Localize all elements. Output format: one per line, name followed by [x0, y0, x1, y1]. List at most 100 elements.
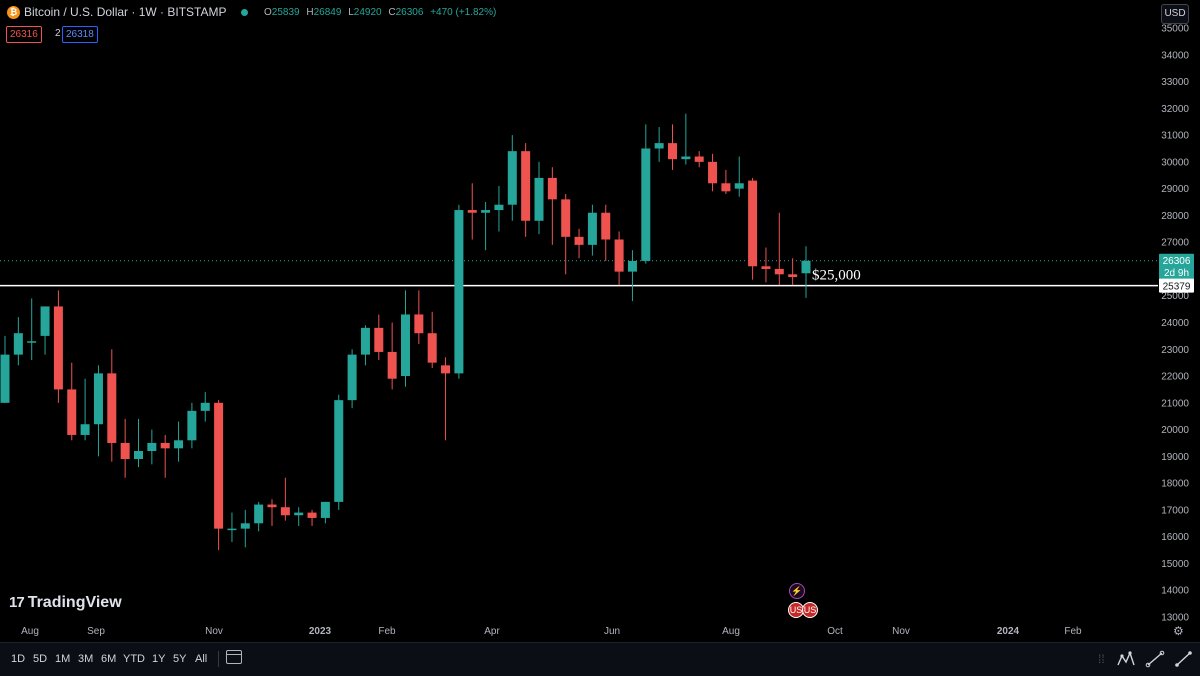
candle: [0, 354, 10, 403]
calendar-icon[interactable]: [226, 650, 242, 664]
candle: [360, 327, 370, 355]
candle: [801, 260, 811, 274]
candle: [13, 333, 23, 355]
candle: [294, 512, 304, 516]
pattern-tool-icon[interactable]: [1116, 650, 1136, 668]
level-price-tag: [1159, 278, 1194, 293]
range-3m-button[interactable]: 3M: [78, 653, 94, 665]
y-tick-label: 32000: [1161, 104, 1189, 115]
range-6m-button[interactable]: 6M: [101, 653, 117, 665]
candle: [587, 212, 597, 245]
toolbar-divider: [218, 651, 219, 667]
y-tick-label: 30000: [1161, 157, 1189, 168]
candle: [387, 351, 397, 379]
y-tick-label: 22000: [1161, 372, 1189, 383]
candle: [427, 333, 437, 363]
level-price-label: 25379: [1163, 282, 1191, 293]
close-label: C: [388, 7, 396, 18]
buy-button[interactable]: 26318: [62, 26, 98, 43]
candle: [574, 236, 584, 245]
brush-tool-icon[interactable]: [1174, 650, 1194, 668]
x-tick-label: Aug: [722, 626, 740, 637]
candle: [307, 512, 317, 518]
high-label: H: [306, 7, 314, 18]
y-tick-label: 18000: [1161, 479, 1189, 490]
candle: [280, 507, 290, 516]
candle: [320, 501, 330, 518]
bottom-toolbar: 1D 5D 1M 3M 6M YTD 1Y 5Y All ⁞⁞: [0, 642, 1200, 676]
candle: [174, 440, 184, 449]
candle: [214, 402, 224, 529]
y-tick-label: 15000: [1161, 559, 1189, 570]
last-price-label: 26306: [1163, 256, 1191, 267]
y-tick-label: 29000: [1161, 184, 1189, 195]
y-tick-label: 31000: [1161, 131, 1189, 142]
candle: [494, 204, 504, 211]
range-1y-button[interactable]: 1Y: [152, 653, 166, 665]
drag-handle-icon[interactable]: ⁞⁞: [1098, 652, 1105, 666]
y-tick-label: 25000: [1161, 291, 1189, 302]
x-tick-label: Jun: [604, 626, 620, 637]
currency-button[interactable]: USD: [1161, 4, 1189, 24]
us-flag-event-icon[interactable]: US: [802, 602, 818, 618]
low-label: L: [348, 7, 354, 18]
candle: [80, 424, 90, 435]
price-axis: [1158, 0, 1200, 642]
sell-button[interactable]: 26316: [6, 26, 42, 43]
level-annotation: $25,000: [812, 268, 861, 284]
y-tick-label: 28000: [1161, 211, 1189, 222]
candle: [734, 183, 744, 189]
gear-icon[interactable]: ⚙: [1173, 624, 1184, 638]
candle: [441, 365, 451, 374]
close-value: 26306: [395, 7, 424, 18]
x-tick-label: Oct: [827, 626, 843, 637]
range-all-button[interactable]: All: [195, 653, 208, 665]
candle: [534, 177, 544, 221]
candle: [761, 266, 771, 269]
y-tick-label: 21000: [1161, 398, 1189, 409]
range-1m-button[interactable]: 1M: [55, 653, 71, 665]
x-tick-label: Nov: [205, 626, 223, 637]
market-open-status-icon: [241, 9, 248, 16]
candle: [748, 180, 758, 267]
range-5y-button[interactable]: 5Y: [173, 653, 187, 665]
candle: [267, 504, 277, 508]
candle: [107, 373, 117, 443]
range-1d-button[interactable]: 1D: [11, 653, 26, 665]
event-lightning-icon[interactable]: ⚡: [789, 583, 805, 599]
x-tick-label: Feb: [378, 626, 396, 637]
tradingview-logo-text: TradingView: [27, 594, 122, 611]
candle: [654, 143, 664, 149]
candle: [347, 354, 357, 401]
price-chart[interactable]: 35000 34000 33000 32000 31000 30000 29000 28000…: [0, 0, 1200, 642]
candle: [788, 274, 798, 277]
range-ytd-button[interactable]: YTD: [123, 653, 145, 665]
candle: [67, 389, 77, 435]
symbol-title[interactable]: Bitcoin / U.S. Dollar · 1W · BITSTAMP: [24, 5, 227, 19]
trendline-tool-icon[interactable]: [1145, 650, 1165, 668]
candle: [227, 528, 237, 531]
y-tick-label: 13000: [1161, 613, 1189, 624]
candle: [627, 260, 637, 272]
candle: [254, 504, 264, 524]
candle: [668, 143, 677, 160]
candle: [681, 156, 691, 160]
candle: [547, 177, 557, 200]
candle: [147, 442, 157, 452]
candle: [521, 151, 531, 221]
tradingview-logo-icon: 17: [9, 594, 25, 611]
y-tick-label: 24000: [1161, 318, 1189, 329]
candle: [160, 442, 170, 449]
x-tick-label: 2024: [997, 626, 1020, 637]
candle: [401, 314, 410, 377]
candle: [53, 306, 63, 390]
range-5d-button[interactable]: 5D: [33, 653, 48, 665]
y-tick-label: 14000: [1161, 586, 1189, 597]
candle: [721, 183, 731, 192]
candle: [200, 402, 210, 411]
y-tick-label: 33000: [1161, 77, 1189, 88]
chart-header: ₿ Bitcoin / U.S. Dollar · 1W · BITSTAMP …: [0, 0, 1150, 26]
x-tick-label: Aug: [21, 626, 39, 637]
candle: [641, 148, 651, 261]
y-tick-label: 23000: [1161, 345, 1189, 356]
